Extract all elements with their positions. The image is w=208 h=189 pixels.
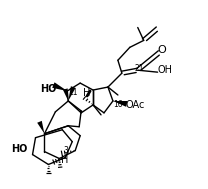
Polygon shape bbox=[79, 111, 83, 113]
Text: HO: HO bbox=[41, 84, 57, 94]
Polygon shape bbox=[113, 101, 128, 107]
Text: 21: 21 bbox=[135, 64, 144, 73]
Text: 3: 3 bbox=[63, 146, 68, 155]
Text: H: H bbox=[83, 88, 90, 98]
Text: H: H bbox=[61, 155, 69, 164]
Polygon shape bbox=[68, 86, 76, 101]
Text: OH: OH bbox=[158, 65, 173, 75]
Polygon shape bbox=[37, 121, 45, 134]
Text: 16: 16 bbox=[113, 100, 123, 109]
Polygon shape bbox=[52, 82, 67, 91]
Text: HO: HO bbox=[11, 144, 27, 154]
Polygon shape bbox=[63, 88, 68, 101]
Text: O: O bbox=[158, 45, 166, 55]
Text: OAc: OAc bbox=[126, 100, 145, 110]
Text: 11: 11 bbox=[68, 88, 78, 97]
